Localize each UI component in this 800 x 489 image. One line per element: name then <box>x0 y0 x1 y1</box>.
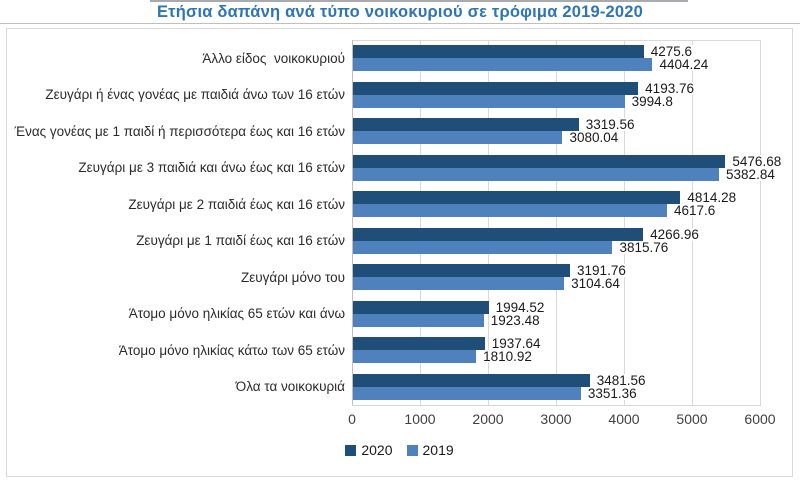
category-label: Ένας γονέας με 1 παιδί ή περισσότερα έως… <box>14 123 346 139</box>
value-label-2020: 3319.56 <box>583 117 637 132</box>
value-label-2020: 4266.96 <box>648 226 701 242</box>
bar-2019 <box>353 350 477 363</box>
value-label-2020: 1994.52 <box>493 299 547 315</box>
bar-2019 <box>353 94 625 108</box>
bar-2019 <box>353 204 667 217</box>
legend-swatch-2020 <box>345 444 357 456</box>
bar-2019 <box>353 131 563 144</box>
plot-bottom-border <box>352 405 761 406</box>
chart-frame: Άλλο είδος νοικοκυριού 4275.6 4404.24 Ζευγά… <box>6 28 793 477</box>
bar-2020 <box>353 300 489 314</box>
value-label-2020: 4193.76 <box>643 80 696 96</box>
value-label-2019: 3994.8 <box>629 93 675 109</box>
gridline <box>692 40 693 405</box>
value-label-2019: 3080.04 <box>567 130 621 145</box>
category-label: Όλα τα νοικοκυριά <box>235 379 345 394</box>
value-label-2019: 3104.64 <box>569 276 622 291</box>
category-label: Ζευγάρι μόνο του <box>241 269 345 285</box>
legend-label-2019: 2019 <box>422 442 454 458</box>
value-label-2019: 3351.36 <box>585 385 639 401</box>
bar-2020 <box>353 154 726 168</box>
value-label-2019: 3815.76 <box>617 239 671 255</box>
legend-item-2019: 2019 <box>406 442 454 458</box>
bar-2019 <box>353 313 484 327</box>
value-label-2019: 4617.6 <box>671 203 718 218</box>
bar-2020 <box>353 45 644 58</box>
bar-2020 <box>353 373 590 387</box>
category-label: Άλλο είδος νοικοκυριού <box>202 50 345 66</box>
category-label: Ζευγάρι ή ένας γονέας με παιδιά άνω των … <box>45 87 345 102</box>
value-label-2020: 4814.28 <box>685 190 739 205</box>
legend-swatch-2019 <box>406 444 418 456</box>
x-tick-label: 2000 <box>472 411 504 427</box>
gridline <box>488 40 489 405</box>
x-tick-label: 3000 <box>540 411 572 427</box>
title-underline <box>0 23 800 24</box>
value-label-2020: 1937.64 <box>489 336 543 351</box>
x-tick-label: 5000 <box>676 411 708 427</box>
category-label: Άτομο μόνο ηλικίας 65 ετών και άνω <box>128 306 345 321</box>
value-axis-line <box>352 40 353 405</box>
gridline <box>420 40 421 405</box>
bar-2020 <box>353 81 639 95</box>
bar-2020 <box>353 264 571 277</box>
bar-2020 <box>353 118 579 131</box>
value-label-2020: 3481.56 <box>594 372 648 388</box>
legend-label-2020: 2020 <box>361 442 393 458</box>
value-label-2019: 1810.92 <box>481 349 534 364</box>
bar-2019 <box>353 240 613 254</box>
bar-2019 <box>353 167 720 181</box>
chart-title-text: Ετήσια δαπάνη ανά τύπο νοικοκυριού σε τρ… <box>147 3 653 22</box>
gridline <box>556 40 557 405</box>
category-label: Άτομο μόνο ηλικίας κάτω των 65 ετών <box>118 342 345 358</box>
value-label-2020: 4275.6 <box>648 44 695 59</box>
bar-2019 <box>353 277 565 290</box>
legend-item-2020: 2020 <box>345 442 393 458</box>
value-label-2019: 4404.24 <box>657 57 711 72</box>
x-tick-label: 1000 <box>404 411 436 427</box>
value-label-2019: 5382.84 <box>724 166 777 182</box>
x-tick-label: 0 <box>348 411 356 427</box>
category-label: Ζευγάρι με 2 παιδιά έως και 16 ετών <box>128 196 345 212</box>
legend: 2020 2019 <box>7 442 792 458</box>
x-tick-label: 4000 <box>608 411 640 427</box>
value-label-2020: 3191.76 <box>575 263 628 278</box>
gridline <box>624 40 625 405</box>
bar-2019 <box>353 58 653 71</box>
bar-2020 <box>353 227 644 241</box>
bar-2020 <box>353 191 681 204</box>
x-tick-label: 6000 <box>744 411 776 427</box>
bar-2020 <box>353 337 485 350</box>
gridline <box>760 40 761 405</box>
category-label: Ζευγάρι με 1 παιδί έως και 16 ετών <box>136 233 345 248</box>
value-label-2019: 1923.48 <box>488 312 542 328</box>
chart-title: Ετήσια δαπάνη ανά τύπο νοικοκυριού σε τρ… <box>0 3 800 22</box>
bar-2019 <box>353 386 581 400</box>
clipped-element-edge <box>150 0 688 2</box>
value-label-2020: 5476.68 <box>730 153 784 169</box>
category-label: Ζευγάρι με 3 παιδιά και άνω έως και 16 ε… <box>78 160 345 175</box>
